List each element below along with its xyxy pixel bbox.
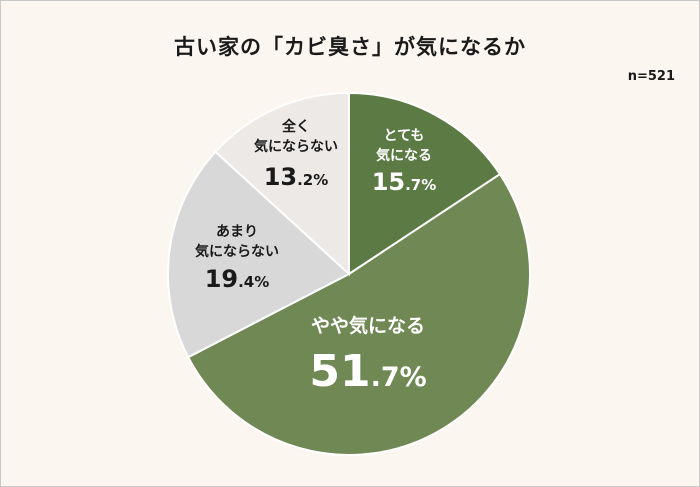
sample-size: n=521	[627, 69, 675, 84]
pie-slice-3	[214, 91, 350, 277]
slice-label-0-line-1: 気になる	[376, 147, 432, 164]
slice-value-1: 51.7%	[309, 346, 426, 397]
slice-label-2-line-1: 気にならない	[195, 243, 279, 260]
pie-slice-0	[348, 91, 502, 276]
pie-slice-2	[167, 150, 351, 359]
slice-label-1-line-0: やや気になる	[311, 314, 425, 337]
pie-slice-1	[186, 172, 531, 456]
slice-label-2-line-0: あまり	[216, 224, 258, 240]
slice-value-3: 13.2%	[264, 163, 329, 191]
chart-title: 古い家の「カビ臭さ」が気になるか	[174, 35, 526, 59]
slice-value-0: 15.7%	[372, 168, 437, 196]
slice-label-3-line-1: 気にならない	[254, 138, 338, 155]
slice-label-3-line-0: 全く	[281, 118, 310, 135]
slice-label-0-line-0: とても	[384, 128, 425, 144]
slice-value-2: 19.4%	[205, 265, 270, 293]
